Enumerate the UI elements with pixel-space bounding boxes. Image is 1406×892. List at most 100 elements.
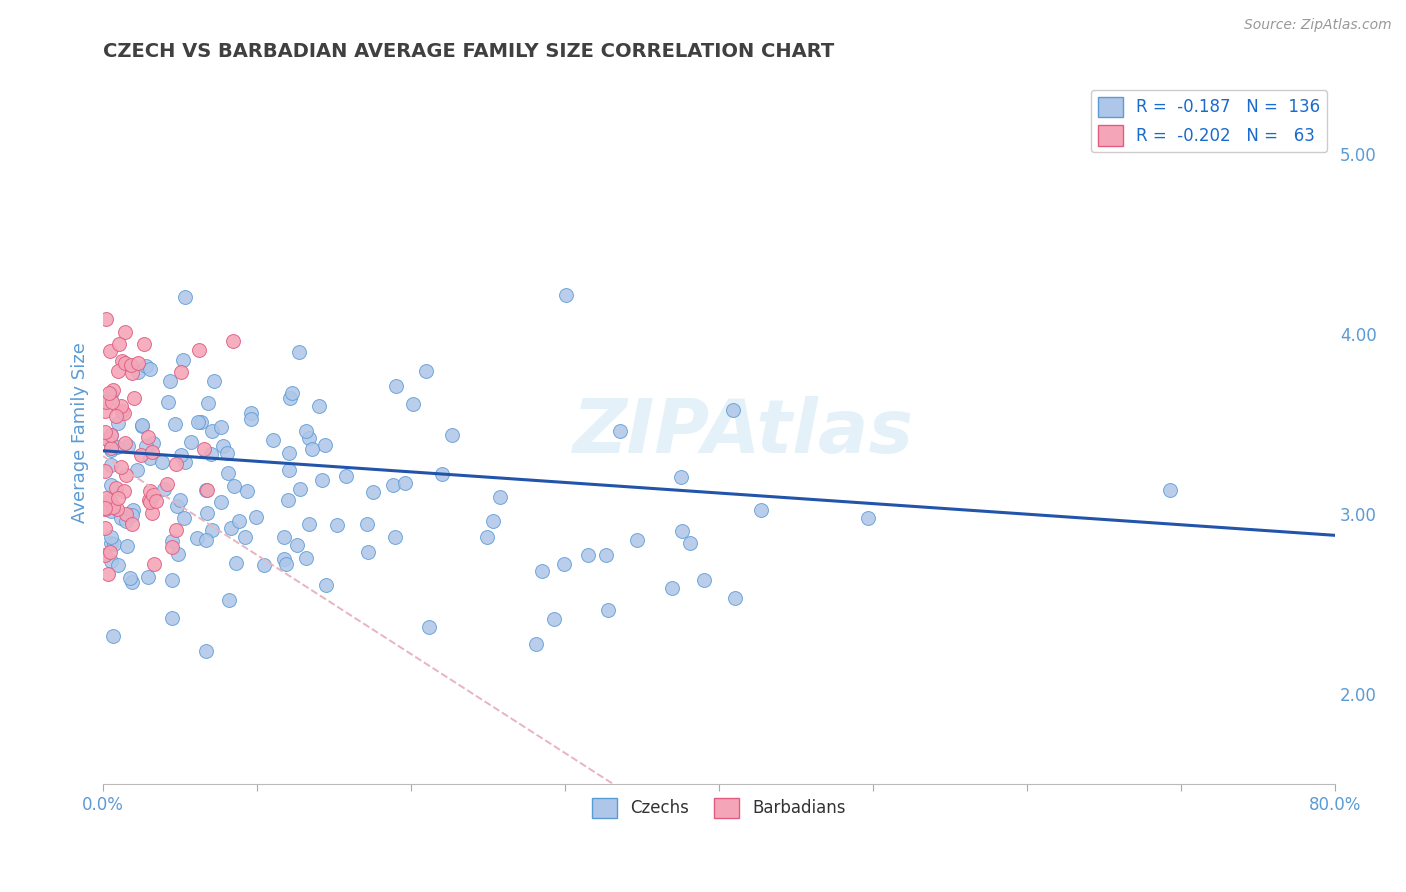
Point [278,446,301,460]
Point [100,478,122,492]
Point [157,394,180,409]
Point [170,365,193,379]
Point [100,437,122,451]
Point [114,325,136,339]
Point [98,343,121,358]
Point [127,356,149,370]
Point [626,533,648,548]
Point [94,395,117,409]
Point [94,500,117,515]
Point [122,391,145,405]
Point [186,531,208,545]
Text: ZIPAtlas: ZIPAtlas [574,396,914,469]
Point [155,476,177,491]
Point [93,548,115,562]
Point [96,432,118,446]
Point [326,517,349,532]
Point [131,417,153,432]
Point [100,395,122,409]
Point [578,548,600,562]
Point [142,435,165,450]
Point [117,439,139,453]
Point [172,353,194,368]
Point [273,551,295,566]
Point [194,644,217,658]
Point [215,446,238,460]
Point [160,533,183,548]
Point [169,492,191,507]
Point [108,337,131,351]
Point [153,483,176,497]
Point [595,548,617,562]
Point [115,507,138,521]
Point [101,629,124,643]
Point [160,540,183,554]
Point [394,476,416,491]
Point [100,427,122,442]
Point [114,356,136,370]
Point [100,504,122,518]
Point [94,425,117,439]
Point [278,463,301,477]
Point [139,450,162,465]
Point [308,399,330,413]
Point [314,438,336,452]
Point [111,403,134,417]
Point [150,455,173,469]
Point [112,484,135,499]
Point [98,545,121,559]
Point [170,448,193,462]
Point [693,573,716,587]
Point [598,602,620,616]
Point [187,415,209,429]
Point [159,374,181,388]
Point [93,521,115,535]
Point [165,523,187,537]
Point [678,535,700,549]
Point [125,462,148,476]
Point [195,533,218,547]
Point [173,289,195,303]
Point [114,468,136,483]
Point [240,411,263,425]
Point [93,502,115,516]
Point [671,524,693,538]
Point [856,510,879,524]
Point [100,554,122,568]
Point [107,416,129,430]
Point [489,490,512,504]
Point [262,433,284,447]
Point [201,424,224,438]
Point [138,493,160,508]
Point [163,417,186,431]
Point [105,440,128,454]
Point [661,581,683,595]
Point [105,481,128,495]
Point [290,483,312,497]
Point [294,551,316,566]
Point [273,530,295,544]
Point [160,611,183,625]
Point [415,363,437,377]
Point [212,439,235,453]
Y-axis label: Average Family Size: Average Family Size [72,343,89,524]
Point [105,502,128,516]
Point [201,523,224,537]
Point [190,415,212,429]
Point [278,391,301,405]
Point [100,536,122,550]
Point [749,502,772,516]
Text: Source: ZipAtlas.com: Source: ZipAtlas.com [1244,18,1392,32]
Point [335,469,357,483]
Point [197,396,219,410]
Point [107,364,129,378]
Point [142,488,165,502]
Point [166,499,188,513]
Point [285,537,308,551]
Point [100,441,122,455]
Point [173,455,195,469]
Point [209,420,232,434]
Point [276,557,298,571]
Point [277,493,299,508]
Point [531,564,554,578]
